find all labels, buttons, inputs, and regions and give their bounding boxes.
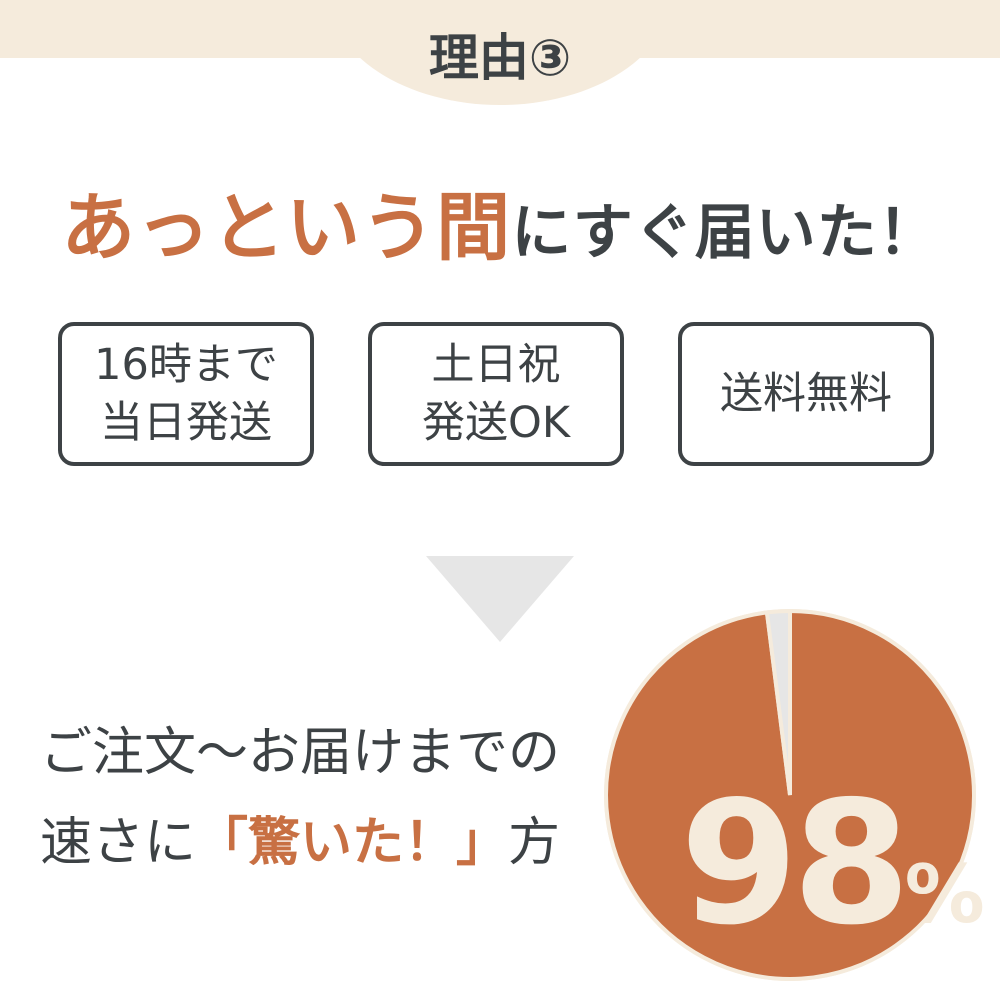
feature-line: 発送OK: [421, 398, 571, 448]
feature-weekend: 土日祝 発送OK: [368, 322, 624, 466]
feature-same-day: 16時まで 当日発送: [58, 322, 314, 466]
pie-value: 98: [680, 765, 911, 963]
feature-line: 当日発送: [100, 398, 272, 448]
message-text: 方: [508, 813, 561, 873]
message-highlight: 「驚いた！」: [196, 813, 509, 873]
headline: あっという間にすぐ届いた！: [0, 168, 1000, 275]
message-line-2: 速さに「驚いた！」方: [40, 800, 560, 875]
feature-line: 土日祝: [431, 340, 561, 390]
pie-chart: [604, 608, 976, 981]
pie-label: 98%: [680, 765, 985, 963]
pie-slice-1: [764, 608, 792, 796]
headline-emphasis: あっという間: [61, 185, 512, 271]
feature-line: 送料無料: [720, 369, 892, 419]
feature-free-shipping: 送料無料: [678, 322, 934, 466]
message-text: 速さに: [40, 813, 197, 873]
down-arrow-icon: [426, 556, 574, 642]
headline-rest: にすぐ届いた！: [511, 198, 939, 268]
reason-label: 理由③: [428, 29, 572, 87]
pie-unit: %: [904, 848, 985, 941]
message-line-1: ご注文〜お届けまでの: [40, 723, 561, 783]
feature-line: 16時まで: [94, 340, 278, 390]
